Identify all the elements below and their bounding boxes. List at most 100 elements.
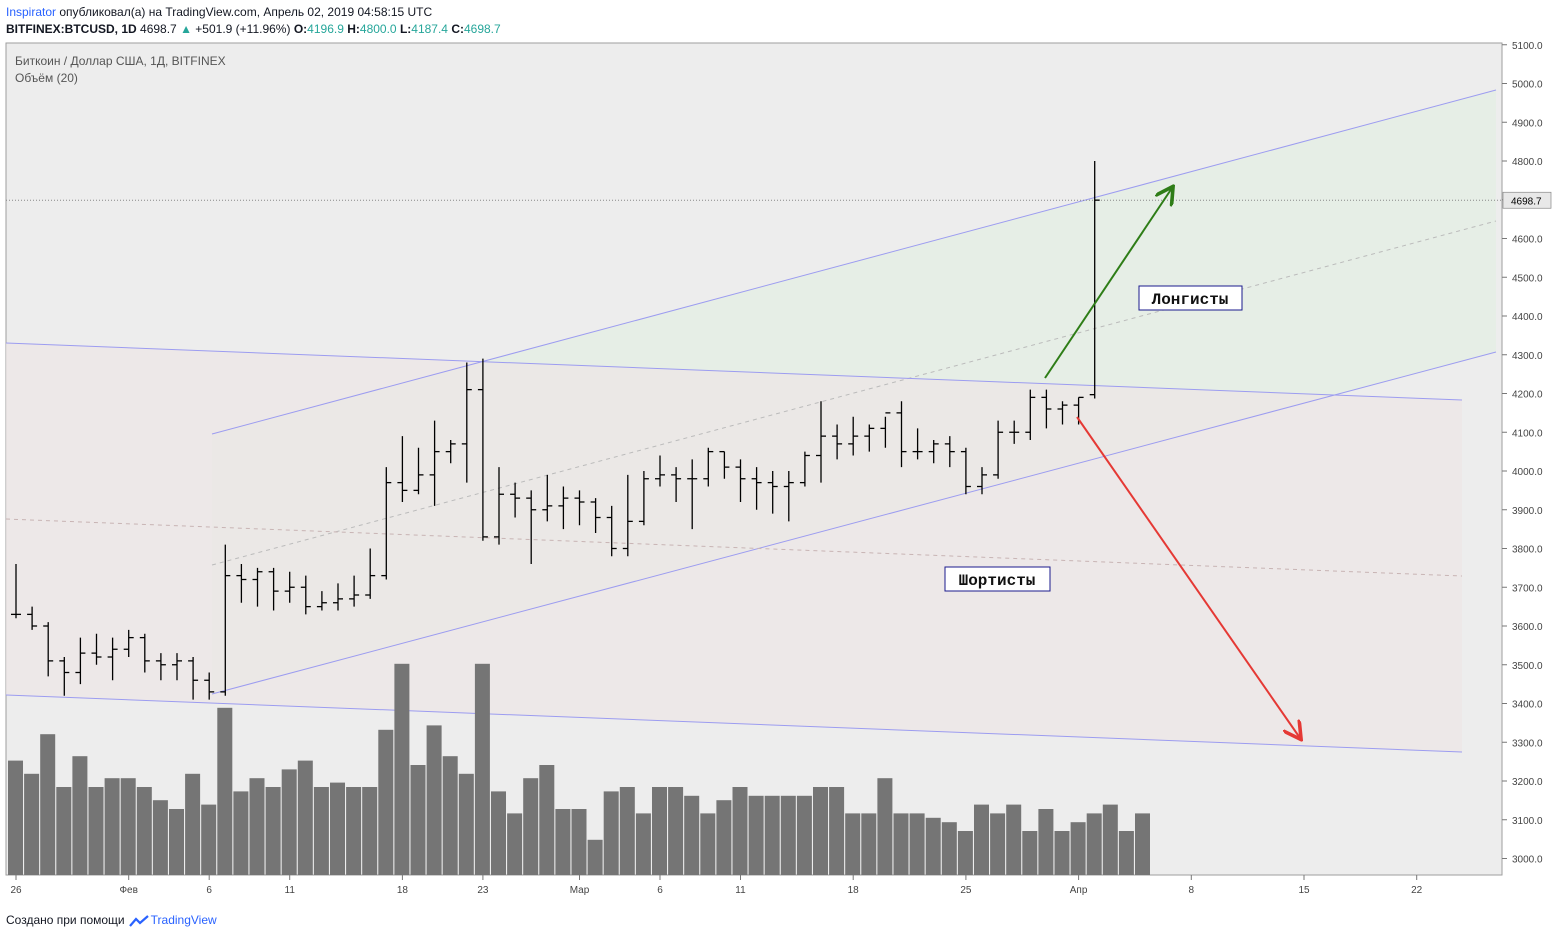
y-tick-label: 3000.0 <box>1512 855 1543 866</box>
volume-bar <box>1135 813 1150 875</box>
x-tick-label: 8 <box>1189 885 1195 896</box>
tradingview-logo-icon <box>128 915 149 927</box>
ohlc-bar <box>977 467 987 495</box>
volume-bar <box>169 809 184 875</box>
volume-bar <box>990 813 1006 875</box>
ohlc-bar <box>1089 161 1100 399</box>
ohlc-bar <box>172 653 182 681</box>
ohlc-bar <box>671 467 682 502</box>
y-tick-label: 3200.0 <box>1512 777 1543 788</box>
volume-bar <box>442 756 458 875</box>
ohlc-bar <box>445 440 456 464</box>
volume-bar <box>1006 804 1022 875</box>
volume-bar <box>491 791 506 875</box>
x-tick-label: 6 <box>657 885 663 896</box>
volume-bar <box>1118 831 1134 875</box>
volume-bar <box>426 725 442 875</box>
volume-bar <box>136 787 152 875</box>
x-tick-label: 26 <box>10 885 22 896</box>
volume-bar <box>603 791 619 875</box>
volume-bar <box>941 822 957 875</box>
ohlc-bar <box>767 471 778 514</box>
volume-bar <box>523 778 539 875</box>
volume-bar <box>652 787 667 875</box>
ohlc-bar <box>783 471 794 522</box>
y-tick-label: 4300.0 <box>1512 351 1543 362</box>
volume-bar <box>861 813 877 875</box>
shorts-label[interactable]: Шортисты <box>944 566 1051 592</box>
volume-bar <box>796 795 812 875</box>
descending-channel-top <box>5 342 1463 401</box>
ohlc-bar <box>510 482 521 518</box>
ohlc-bar <box>993 420 1004 479</box>
volume-bar <box>764 795 780 875</box>
y-tick-label: 4500.0 <box>1512 273 1543 284</box>
volume-bar <box>748 795 764 875</box>
volume-label: Объём (20) <box>15 71 78 85</box>
volume-bar <box>684 795 700 875</box>
ohlc-bar <box>1057 401 1068 425</box>
ohlc-bar <box>622 474 633 557</box>
close-label: C: <box>451 22 464 36</box>
high-value: 4800.0 <box>359 22 397 36</box>
volume-bar <box>8 760 23 875</box>
descending-channel-bottom <box>5 694 1463 753</box>
volume-bar <box>474 663 490 875</box>
volume-bar <box>1054 831 1070 875</box>
ohlc-bar <box>477 358 488 541</box>
ohlc-bar <box>960 447 971 495</box>
volume-bar <box>893 813 909 875</box>
published-text: опубликовал(а) на TradingView.com, Апрел… <box>59 5 433 19</box>
y-tick-label: 4200.0 <box>1512 390 1543 401</box>
ohlc-bar <box>139 633 150 673</box>
volume-bar <box>281 769 297 875</box>
y-tick-label: 3800.0 <box>1512 545 1543 556</box>
ohlc-bar <box>751 467 762 510</box>
y-tick-label: 4100.0 <box>1512 428 1543 439</box>
volume-bar <box>201 804 217 875</box>
volume-bar <box>555 809 571 875</box>
last-price-badge-text: 4698.7 <box>1511 196 1542 207</box>
volume-bar <box>72 756 88 875</box>
tradingview-brand[interactable]: TradingView <box>150 913 217 927</box>
volume-bar <box>120 778 136 875</box>
x-tick-label: 6 <box>206 885 212 896</box>
volume-bar <box>813 787 828 875</box>
volume-bar <box>346 787 362 875</box>
volume-bar <box>716 800 732 875</box>
ohlc-bar <box>107 637 118 681</box>
ascending-channel-bottom <box>211 351 1497 695</box>
y-tick-label: 4000.0 <box>1512 467 1543 478</box>
open-label: O: <box>293 22 308 36</box>
volume-bar <box>909 813 925 875</box>
volume-bar <box>152 800 168 875</box>
ohlc-bar <box>655 455 665 487</box>
volume-bar <box>877 778 893 875</box>
ohlc-bar <box>928 440 939 464</box>
longs-label[interactable]: Лонгисты <box>1138 285 1243 311</box>
volume-bar <box>974 804 989 875</box>
y-tick-label: 4900.0 <box>1512 118 1543 129</box>
ohlc-bar <box>848 416 859 456</box>
ohlc-bar <box>1009 420 1020 444</box>
ohlc-bar <box>236 564 247 603</box>
ohlc-bar <box>832 424 843 460</box>
ohlc-bar <box>542 474 553 522</box>
ohlc-bar <box>188 657 199 700</box>
volume-bar <box>571 809 587 875</box>
longs-text: Лонгисты <box>1152 291 1229 309</box>
x-tick-label: Апр <box>1070 885 1088 896</box>
y-tick-label: 3600.0 <box>1512 622 1543 633</box>
author-link[interactable]: Inspirator <box>6 5 57 19</box>
volume-bar <box>217 707 233 875</box>
shorts-text: Шортисты <box>959 572 1036 590</box>
ascending-channel-top <box>211 89 1497 435</box>
volume-bar <box>297 760 313 875</box>
volume-bar <box>1022 831 1038 875</box>
volume-bar <box>635 813 651 875</box>
chart-title: Биткоин / Доллар США, 1Д, BITFINEX <box>15 54 226 68</box>
y-tick-label: 5100.0 <box>1512 41 1543 52</box>
ohlc-bar <box>429 420 440 506</box>
ohlc-bar <box>268 567 279 611</box>
